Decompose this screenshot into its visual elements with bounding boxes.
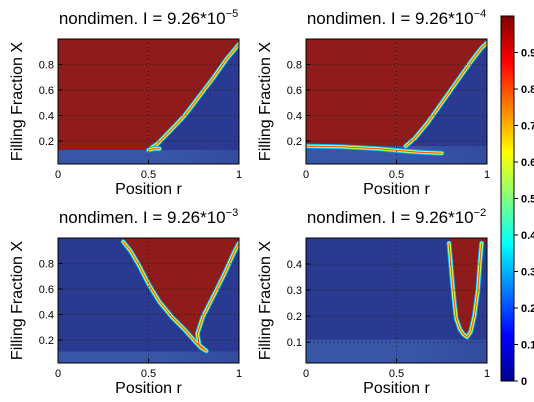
subplot-3-xtick-label: 0.5 — [141, 368, 156, 380]
subplot-2-xtick-label: 0 — [303, 169, 309, 181]
subplot-4-xtick-label: 0.5 — [389, 368, 404, 380]
subplot-3-title: nondimen. I = 9.26*10−3 — [59, 207, 238, 227]
subplot-3-front-1-layer-4 — [122, 241, 239, 352]
colorbar-tick-label: 0.6 — [521, 157, 534, 169]
subplot-1-ylabel: Filling Fraction X — [9, 42, 26, 161]
subplot-2-ytick-label: 0.8 — [287, 60, 302, 72]
subplot-1-xlabel: Position r — [115, 181, 182, 198]
subplot-4-ylabel: Filling Fraction X — [257, 241, 274, 360]
colorbar-tick-label: 0.1 — [521, 340, 534, 352]
subplot-2-ytick-label: 0.6 — [287, 85, 302, 97]
colorbar-tick-label: 0.4 — [521, 230, 534, 242]
subplot-1-ticks: 0 0.5 1 0.2 0.4 0.6 0.8 — [39, 39, 242, 181]
subplot-4-front-1-layer-4 — [448, 242, 483, 338]
subplot-1-xtick-label: 0.5 — [141, 169, 156, 181]
subplot-1-title: nondimen. I = 9.26*10−5 — [59, 8, 238, 28]
subplot-1-title-exponent: −5 — [226, 8, 239, 20]
subplot-3-ytick-label: 0.8 — [39, 259, 54, 271]
subplot-4-xlabel: Position r — [363, 380, 430, 397]
subplot-3-plateau-band — [58, 351, 239, 363]
subplot-3-ytick-label: 0.4 — [39, 310, 54, 322]
subplot-4-title: nondimen. I = 9.26*10−2 — [307, 207, 486, 227]
subplot-2-ylabel: Filling Fraction X — [257, 42, 274, 161]
subplot-2-title: nondimen. I = 9.26*10−4 — [307, 8, 486, 28]
colorbar: 0 0.1 0.2 0.3 0.4 0.5 0.6 0.7 0.8 0.9 — [500, 15, 534, 388]
subplot-1-ytick-label: 0.4 — [39, 111, 54, 123]
subplot-4-ticks: 0 0.5 1 0.1 0.2 0.3 0.4 — [287, 238, 490, 380]
subplot-2-xlabel: Position r — [363, 181, 430, 198]
subplot-2-xtick-label: 0.5 — [389, 169, 404, 181]
subplot-3-high-region — [123, 238, 239, 351]
subplot-3-ytick-label: 0.2 — [39, 335, 54, 347]
colorbar-tick-label: 0.8 — [521, 84, 534, 96]
subplot-3-ticks: 0 0.5 1 0.2 0.4 0.6 0.8 — [39, 238, 242, 380]
subplot-4: nondimen. I = 9.26*10−2 0 0.5 1 0.1 0.2 0.3 0.… — [257, 207, 490, 397]
subplot-4-ytick-label: 0.2 — [287, 311, 302, 323]
colorbar-tick-label: 0.7 — [521, 121, 534, 133]
subplot-2-front-1-layer-4 — [405, 42, 487, 147]
subplot-2-ticks: 0 0.5 1 0.2 0.4 0.6 0.8 — [287, 39, 490, 181]
subplot-3-ytick-label: 0.6 — [39, 284, 54, 296]
subplot-4-xtick-label: 0 — [303, 368, 309, 380]
subplot-4-ytick-label: 0.1 — [287, 337, 302, 349]
subplot-1-xtick-label: 1 — [236, 169, 242, 181]
subplot-1-ytick-label: 0.6 — [39, 85, 54, 97]
subplot-3: nondimen. I = 9.26*10−3 0 0.5 1 0.2 0.4 0.6 0.… — [9, 207, 242, 397]
subplot-2-plot-area — [306, 39, 487, 164]
subplot-4-title-exponent: −2 — [474, 207, 487, 219]
subplot-4-ytick-label: 0.3 — [287, 285, 302, 297]
subplot-4-plot-area — [306, 238, 487, 363]
subplot-1-ytick-label: 0.2 — [39, 136, 54, 148]
subplot-2-front-2-layer-4 — [306, 145, 443, 154]
subplot-3-xtick-label: 0 — [55, 368, 61, 380]
colorbar-tick-label: 0.5 — [521, 194, 534, 206]
colorbar-gradient — [500, 15, 515, 382]
subplot-1-plot-area — [58, 39, 239, 164]
subplot-2: nondimen. I = 9.26*10−4 0 0.5 1 0.2 0.4 0.6 0.… — [257, 8, 490, 198]
subplot-2-xtick-label: 1 — [484, 169, 490, 181]
subplot-3-xlabel: Position r — [115, 380, 182, 397]
subplot-1-xtick-label: 0 — [55, 169, 61, 181]
subplot-1-plateau-band — [58, 149, 239, 164]
subplot-3-xtick-label: 1 — [236, 368, 242, 380]
subplot-3-title-exponent: −3 — [226, 207, 239, 219]
subplot-4-plateau-band — [306, 339, 487, 363]
subplot-2-ytick-label: 0.2 — [287, 136, 302, 148]
colorbar-ticks: 0 0.1 0.2 0.3 0.4 0.5 0.6 0.7 0.8 0.9 — [514, 48, 534, 388]
subplot-1-front-1-layer-4 — [147, 43, 239, 151]
subplot-2-ytick-label: 0.4 — [287, 111, 302, 123]
colorbar-tick-label: 0.9 — [521, 48, 534, 60]
subplot-1-front-2-layer-4 — [147, 148, 160, 151]
colorbar-tick-label: 0 — [521, 376, 527, 388]
subplot-1-ytick-label: 0.8 — [39, 60, 54, 72]
subplot-3-ylabel: Filling Fraction X — [9, 241, 26, 360]
subplot-1: nondimen. I = 9.26*10−5 0 0.5 1 0.2 0.4 0.6 0.… — [9, 8, 242, 198]
colorbar-tick-label: 0.2 — [521, 303, 534, 315]
subplot-2-title-exponent: −4 — [474, 8, 487, 20]
colorbar-tick-label: 0.3 — [521, 267, 534, 279]
subplot-1-high-region — [58, 39, 239, 150]
subplot-2-high-region — [306, 39, 487, 147]
subplot-4-ytick-label: 0.4 — [287, 259, 302, 271]
subplot-3-plot-area — [58, 238, 239, 363]
subplot-4-xtick-label: 1 — [484, 368, 490, 380]
